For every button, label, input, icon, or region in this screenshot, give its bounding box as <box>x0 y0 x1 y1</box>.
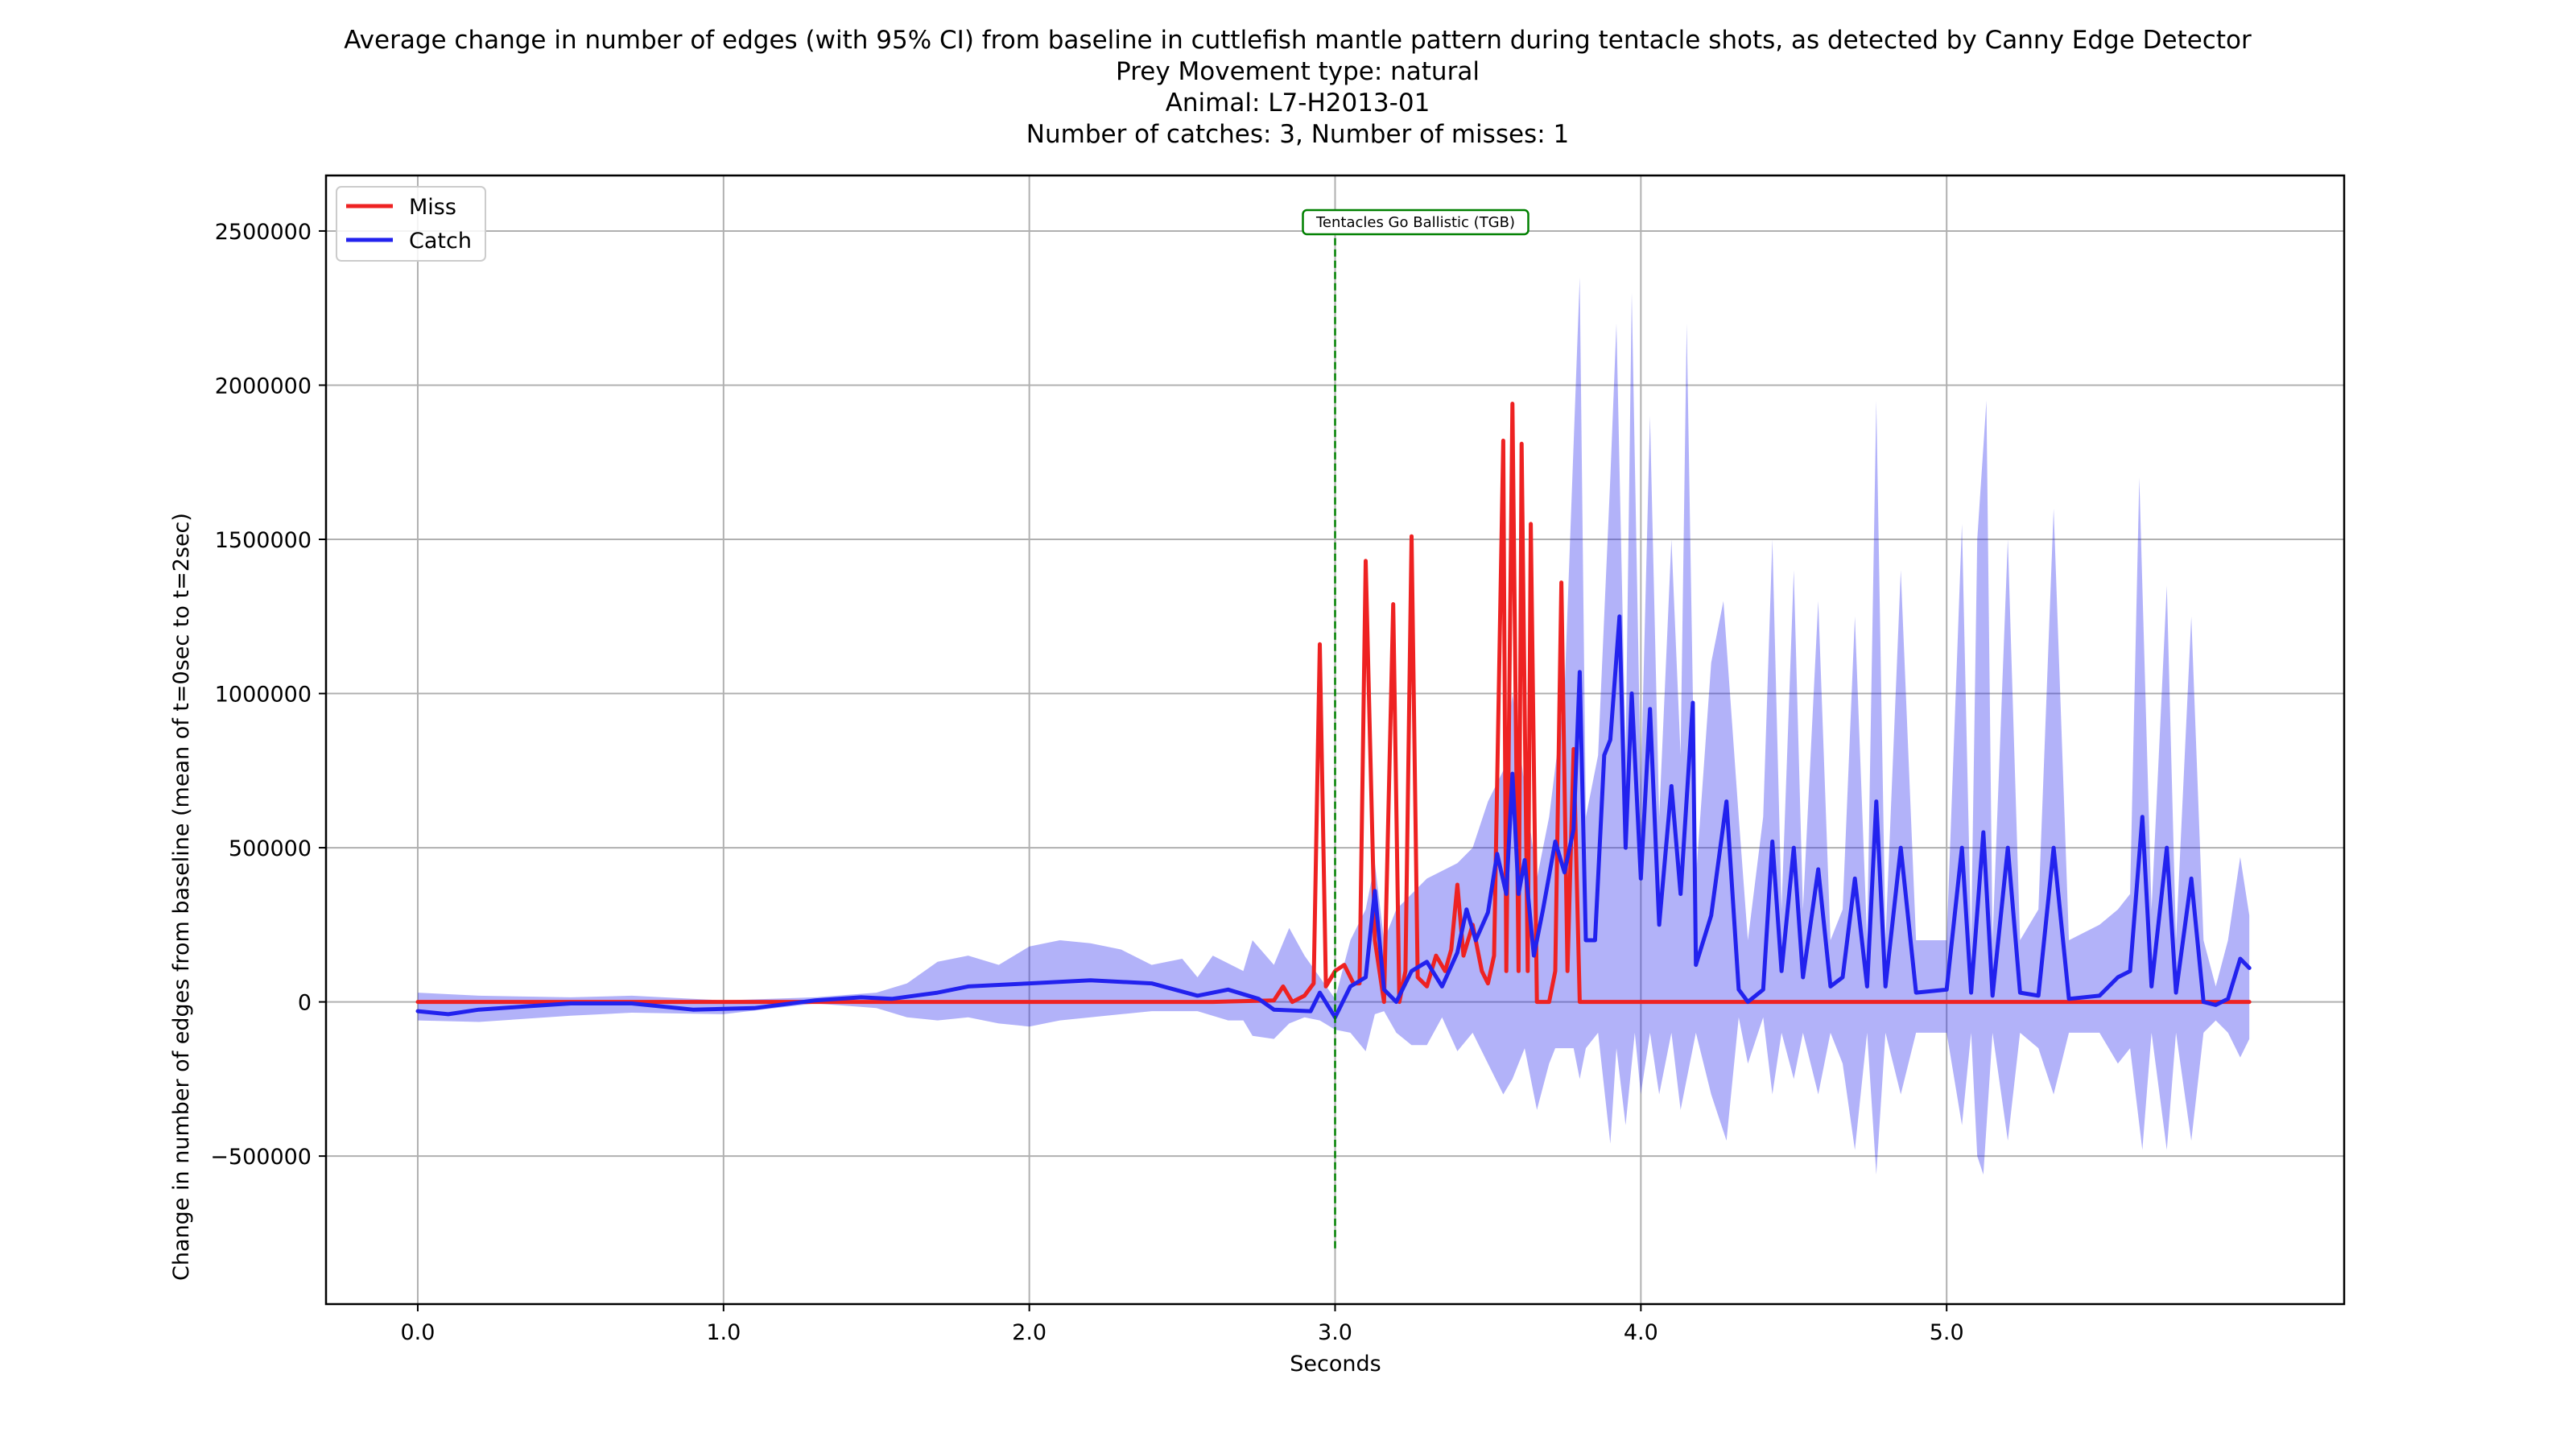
y-tick-label: 1500000 <box>215 528 312 553</box>
y-tick-label: 2500000 <box>215 220 312 245</box>
y-tick-label: 0 <box>298 991 312 1016</box>
chart-title: Average change in number of edges (with … <box>344 26 2252 149</box>
title-line-3: Animal: L7-H2013-01 <box>1166 89 1430 118</box>
x-tick-label: 5.0 <box>1930 1320 1964 1345</box>
tgb-annotation-box <box>1302 208 1530 236</box>
x-axis-label: Seconds <box>1290 1352 1381 1377</box>
x-tick-label: 3.0 <box>1318 1320 1352 1345</box>
plot-area: Tentacles Go Ballistic (TGB) 0.0 1.0 2.0 3.0… <box>210 174 2346 1345</box>
title-line-1: Average change in number of edges (with … <box>344 26 2252 55</box>
tgb-annotation-text: Tentacles Go Ballistic (TGB) <box>1315 214 1515 231</box>
x-tick-label: 1.0 <box>706 1320 741 1345</box>
y-tick-label: 2000000 <box>215 374 312 398</box>
x-tick-label: 4.0 <box>1624 1320 1658 1345</box>
title-line-2: Prey Movement type: natural <box>1116 57 1480 86</box>
catch-ci-band <box>418 277 2250 1175</box>
series-line-miss <box>415 402 2252 1005</box>
y-tick-label: 1000000 <box>215 683 312 708</box>
y-axis-label: Change in number of edges from baseline … <box>169 513 194 1281</box>
legend: Miss Catch <box>336 186 486 262</box>
x-tick-label: 0.0 <box>400 1320 435 1345</box>
y-tick-label: −500000 <box>210 1145 312 1170</box>
legend-label-catch: Catch <box>409 229 472 254</box>
series-line-catch <box>415 614 2252 1020</box>
data-layer <box>415 215 2252 1252</box>
y-tick-label: 500000 <box>229 836 312 861</box>
title-line-4: Number of catches: 3, Number of misses: … <box>1026 120 1569 149</box>
x-tick-label: 2.0 <box>1012 1320 1046 1345</box>
axis-ticks: 0.0 1.0 2.0 3.0 4.0 5.0 −500000 0 500000 1000000 1… <box>210 220 1963 1345</box>
legend-label-miss: Miss <box>409 195 456 220</box>
tgb-annotation: Tentacles Go Ballistic (TGB) <box>1302 208 1530 236</box>
